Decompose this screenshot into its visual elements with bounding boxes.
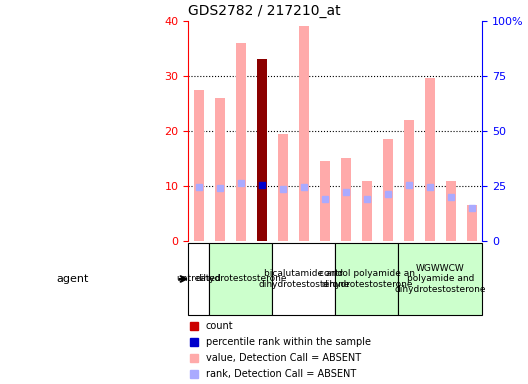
Bar bbox=[446, 180, 456, 241]
Text: rank, Detection Call = ABSENT: rank, Detection Call = ABSENT bbox=[206, 369, 356, 379]
Bar bbox=[278, 134, 288, 241]
Bar bbox=[383, 139, 393, 241]
Bar bbox=[341, 159, 351, 241]
Text: untreated: untreated bbox=[176, 275, 221, 283]
Bar bbox=[425, 78, 435, 241]
Bar bbox=[362, 180, 372, 241]
Bar bbox=[467, 205, 477, 241]
Bar bbox=[257, 59, 267, 241]
Text: percentile rank within the sample: percentile rank within the sample bbox=[206, 337, 371, 347]
Text: control polyamide an
dihydrotestosterone: control polyamide an dihydrotestosterone bbox=[319, 269, 415, 289]
Text: GDS2782 / 217210_at: GDS2782 / 217210_at bbox=[188, 4, 341, 18]
Text: bicalutamide and
dihydrotestosterone: bicalutamide and dihydrotestosterone bbox=[258, 269, 350, 289]
Text: value, Detection Call = ABSENT: value, Detection Call = ABSENT bbox=[206, 353, 361, 363]
Text: agent: agent bbox=[56, 274, 88, 284]
Text: WGWWCW
polyamide and
dihydrotestosterone: WGWWCW polyamide and dihydrotestosterone bbox=[395, 264, 486, 294]
FancyBboxPatch shape bbox=[399, 243, 483, 315]
Bar bbox=[299, 26, 309, 241]
Bar bbox=[214, 98, 225, 241]
FancyBboxPatch shape bbox=[335, 243, 399, 315]
FancyBboxPatch shape bbox=[209, 243, 272, 315]
FancyBboxPatch shape bbox=[188, 243, 209, 315]
Text: dihydrotestosterone: dihydrotestosterone bbox=[195, 275, 287, 283]
Bar bbox=[194, 89, 204, 241]
Text: count: count bbox=[206, 321, 233, 331]
Bar bbox=[235, 43, 246, 241]
Bar bbox=[404, 120, 414, 241]
Bar bbox=[319, 161, 330, 241]
FancyBboxPatch shape bbox=[272, 243, 335, 315]
